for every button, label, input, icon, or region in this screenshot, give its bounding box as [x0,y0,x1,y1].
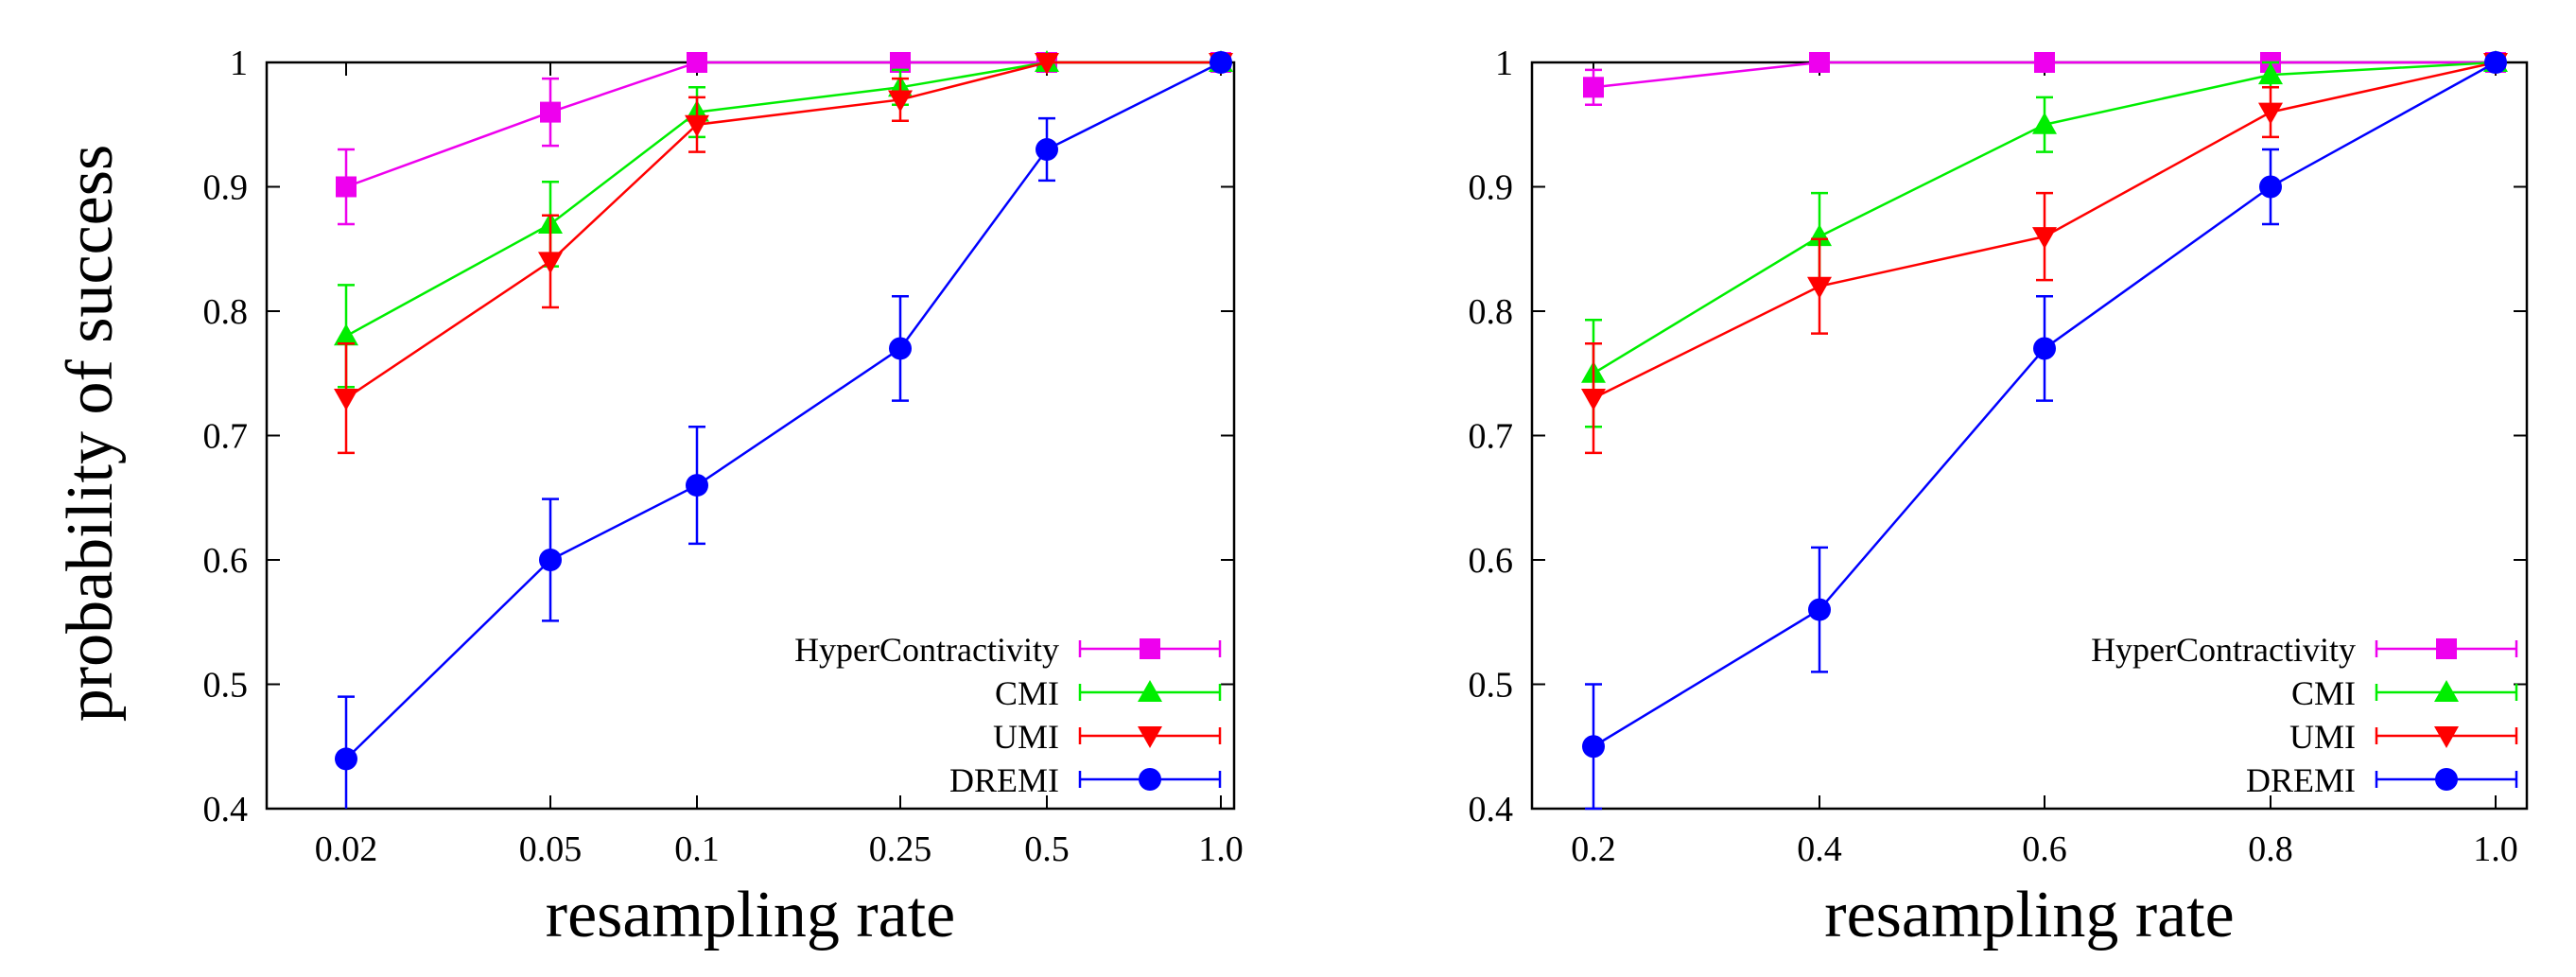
data-point-dremi-right [1582,735,1605,759]
data-point-cmi-right [2258,62,2283,85]
x-tick-label-left: 0.05 [519,829,583,869]
data-point-dremi-left [686,474,708,497]
legend-label-cmi-left: CMI [995,674,1059,712]
figure-y-axis-label: probability of success [54,145,127,722]
data-point-dremi-right [2484,51,2507,74]
legend-label-umi-right: UMI [2289,718,2356,756]
series-line-umi-left [345,61,1221,400]
legend-marker-hypercontractivity-right [2436,638,2457,659]
chart-panel-right: 0.4 0.5 0.6 0.7 0.8 0.9 1 0.2 0.4 0.6 0.8 1.0 resamp… [1469,44,2529,951]
y-tick-label-left: 0.7 [203,417,249,457]
legend-marker-hypercontractivity-left [1140,638,1160,659]
y-tick-label-right: 0.8 [1469,292,1514,332]
y-tick-label-left: 0.5 [203,666,249,706]
data-point-umi-left [538,252,563,274]
data-point-dremi-left [1036,138,1058,162]
data-point-cmi-left [334,323,358,346]
data-point-hypercontractivity-left [336,176,357,198]
data-point-umi-left [685,114,709,137]
legend-label-umi-left: UMI [993,718,1059,756]
x-tick-label-left: 0.25 [869,829,932,869]
x-tick-label-right: 1.0 [2473,829,2518,869]
data-point-umi-left [1035,53,1059,75]
series-line-dremi-right [1593,61,2497,748]
x-tick-label-right: 0.4 [1797,829,1842,869]
chart-panel-left: 0.4 0.5 0.6 0.7 0.8 0.9 1 0.02 0.05 0.1 0.25 0.5 1.0… [203,44,1244,951]
y-tick-label-left: 0.9 [203,168,249,208]
data-point-hypercontractivity-right [2034,52,2055,73]
legend-label-dremi-right: DREMI [2246,761,2356,799]
data-point-dremi-right [2259,175,2282,199]
y-tick-label-left: 0.8 [203,292,249,332]
legend-label-cmi-right: CMI [2291,674,2356,712]
data-point-hypercontractivity-right [1583,77,1604,98]
series-line-hypercontractivity-left [345,61,1221,188]
y-tick-label-right: 0.4 [1469,790,1514,829]
x-tick-label-left: 0.5 [1024,829,1070,869]
legend-marker-dremi-left [1139,768,1161,791]
x-tick-label-left: 0.1 [674,829,720,869]
legend-label-dremi-left: DREMI [949,761,1059,799]
data-point-dremi-right [1808,598,1831,621]
legend-marker-umi-left [1138,726,1162,748]
y-tick-label-right: 1 [1495,44,1513,83]
data-point-hypercontractivity-left [687,52,707,73]
y-tick-label-left: 0.6 [203,541,249,581]
x-tick-label-left: 0.02 [315,829,378,869]
data-point-dremi-left [1210,51,1232,74]
data-point-umi-left [888,90,913,113]
series-line-dremi-left [345,61,1222,760]
x-tick-label-right: 0.8 [2248,829,2293,869]
legend-marker-cmi-right [2434,680,2459,702]
y-tick-label-left: 1 [230,44,248,83]
data-point-hypercontractivity-left [890,52,911,73]
x-axis-label-right: resampling rate [1824,879,2234,951]
y-tick-label-right: 0.5 [1469,666,1514,706]
x-tick-label-right: 0.2 [1571,829,1616,869]
data-point-umi-right [1807,276,1832,299]
data-point-umi-right [1581,389,1606,411]
data-point-dremi-left [889,337,912,360]
data-point-dremi-left [335,747,357,771]
y-tick-label-left: 0.4 [203,790,249,829]
data-point-hypercontractivity-right [1809,52,1830,73]
legend-marker-dremi-right [2435,768,2458,791]
data-point-dremi-left [539,549,562,571]
x-tick-label-right: 0.6 [2022,829,2067,869]
y-tick-label-right: 0.7 [1469,417,1514,457]
legend-marker-cmi-left [1138,680,1162,702]
data-point-cmi-right [2032,112,2057,134]
y-tick-label-right: 0.6 [1469,541,1514,581]
data-point-umi-right [2032,227,2057,250]
x-tick-label-left: 1.0 [1198,829,1244,869]
legend-label-hypercontractivity-left: HyperContractivity [794,631,1059,669]
x-axis-label-left: resampling rate [546,879,955,951]
legend-marker-umi-right [2434,726,2459,748]
legend-label-hypercontractivity-right: HyperContractivity [2091,631,2356,669]
data-point-dremi-right [2033,337,2056,360]
data-point-umi-left [334,389,358,411]
data-point-cmi-right [1807,224,1832,247]
series-line-cmi-left [345,61,1221,338]
data-point-umi-right [2258,102,2283,125]
y-tick-label-right: 0.9 [1469,168,1514,208]
plot-frame-left [265,61,1236,811]
data-point-hypercontractivity-left [540,101,561,123]
